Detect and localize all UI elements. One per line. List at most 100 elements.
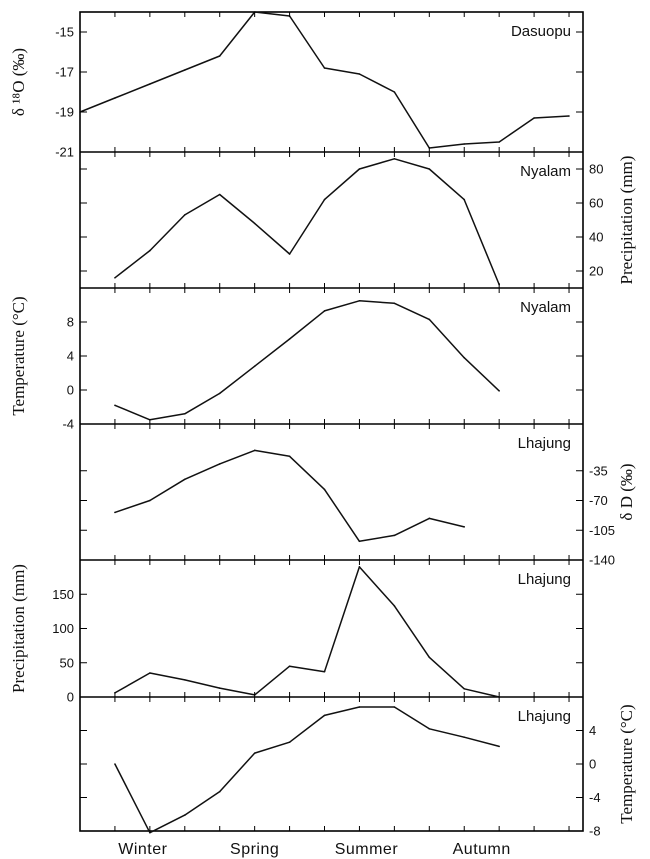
data-point [323,714,326,717]
y-axis-label: δ ¹⁸O (‰) [9,48,28,116]
series-line [79,11,570,149]
data-point [323,198,326,201]
data-point [288,455,291,458]
panel-label: Dasuopu [511,23,571,40]
data-point [323,310,326,312]
y-tick-label: 0 [589,757,596,772]
data-point [288,338,291,340]
x-category-label: Winter [118,841,167,858]
data-point [393,302,396,305]
y-tick-label: 60 [589,196,603,211]
data-point [114,97,116,99]
y-tick-label: -8 [589,824,601,839]
data-point [393,706,396,708]
data-point [114,511,116,514]
data-point [288,665,291,667]
y-tick-label: 8 [67,315,74,330]
data-point [428,168,431,170]
data-point [393,534,396,537]
x-category-label: Spring [230,841,279,858]
series-line [114,706,500,834]
panel-label: Lhajung [518,571,571,588]
data-point [463,736,466,738]
data-point [288,741,291,744]
data-point [149,672,151,674]
outer-frame [79,11,584,832]
y-tick-label: 100 [52,621,74,636]
y-tick-label: -17 [55,65,74,80]
y-axis-label: Precipitation (mm) [617,156,636,285]
data-point [114,763,116,765]
data-point [498,745,500,748]
y-tick-label: 50 [60,655,74,670]
data-point [463,687,466,690]
data-point [253,365,256,368]
y-tick-label: 80 [589,162,603,177]
y-tick-label: 0 [67,383,74,398]
data-point [183,69,186,71]
data-point [218,463,221,465]
panel-frames [79,11,584,832]
data-point [183,413,186,415]
data-point [463,356,466,359]
y-tick-label: -140 [589,553,615,568]
y-tick-label: 20 [589,264,603,279]
y-tick-label: -19 [55,105,74,120]
y-axis-label: δ D (‰) [617,463,636,520]
data-point [498,390,500,392]
data-point [428,656,431,659]
data-point [183,679,186,681]
data-point [358,73,361,75]
y-tick-label: 40 [589,230,603,245]
data-point [428,728,431,730]
series-lines [79,11,570,834]
y-tick-label: 4 [589,723,596,738]
data-point [149,249,151,252]
data-point [568,115,570,117]
x-category-label: Summer [335,841,399,858]
y-axis-label: Precipitation (mm) [9,564,28,693]
data-point [288,253,291,255]
y-tick-label: -35 [589,463,608,478]
series-line [114,158,500,285]
axis-ticks [80,12,583,832]
data-point [533,117,535,119]
data-point [183,478,186,481]
y-axis-label: Temperature (°C) [9,296,28,415]
data-point [428,318,431,321]
data-point [393,158,396,160]
series-line [114,300,500,421]
data-point [218,790,221,793]
data-point [218,687,221,689]
y-tick-label: -21 [55,145,74,160]
data-point [253,752,256,754]
data-point [149,83,151,85]
data-point [358,566,361,568]
y-tick-label: -4 [62,417,74,432]
data-point [218,55,221,57]
data-point [463,526,466,528]
panel-label: Nyalam [520,163,571,180]
data-point [149,499,151,502]
data-point [114,404,116,407]
data-point [428,517,431,520]
data-point [358,168,361,170]
data-point [218,193,221,196]
panel-label: Nyalam [520,299,571,316]
data-point [323,67,326,69]
y-tick-label: -15 [55,25,74,40]
series-line [114,566,500,698]
data-point [114,277,116,279]
panel-label: Lhajung [518,435,571,452]
data-point [218,392,221,395]
data-point [463,198,466,201]
panel-label: Lhajung [518,708,571,725]
data-point [149,831,151,834]
data-point [358,540,361,543]
y-tick-label: -70 [589,493,608,508]
data-point [393,605,396,607]
y-tick-label: 150 [52,587,74,602]
y-tick-label: 4 [67,349,74,364]
